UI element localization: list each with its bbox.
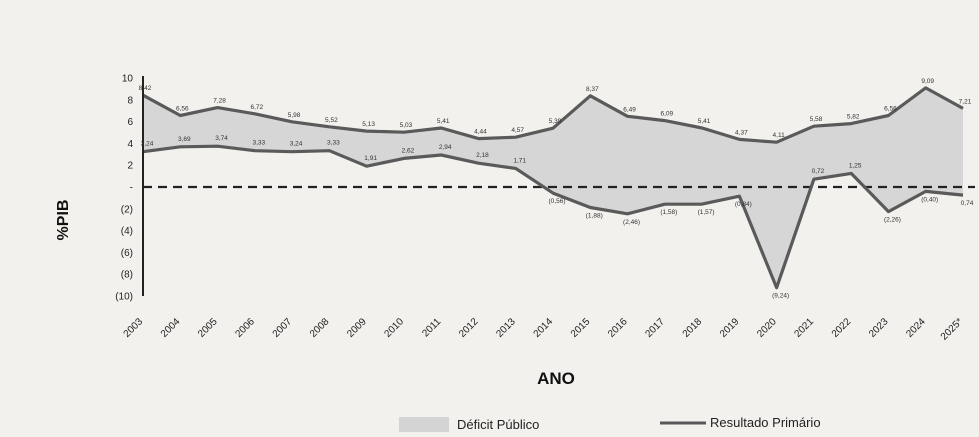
y-tick-label: - xyxy=(130,183,133,194)
x-tick-label: 2013 xyxy=(494,316,518,340)
upper-data-label: 6,56 xyxy=(176,105,189,112)
lower-data-label: (2,26) xyxy=(884,217,901,224)
lower-data-label: 2,94 xyxy=(439,144,452,151)
lower-data-label: (0,56) xyxy=(549,198,566,205)
x-tick-label: 2024 xyxy=(904,316,928,340)
x-tick-label: 2015 xyxy=(569,316,593,340)
upper-data-label: 4,57 xyxy=(511,127,524,134)
upper-data-label: 5,41 xyxy=(698,118,711,125)
x-tick-label: 2003 xyxy=(122,316,146,340)
upper-data-label: 5,13 xyxy=(362,121,375,128)
upper-data-label: 4,37 xyxy=(735,129,748,136)
lower-data-label: (1,88) xyxy=(586,212,603,219)
y-tick-label: 8 xyxy=(127,95,133,106)
x-tick-label: 2011 xyxy=(420,316,443,339)
lower-data-label: (1,57) xyxy=(698,209,715,216)
x-tick-label: 2021 xyxy=(793,316,817,340)
y-tick-label: 4 xyxy=(127,139,133,150)
lower-data-label: 3,24 xyxy=(141,141,154,148)
x-tick-label: 2004 xyxy=(159,316,183,340)
x-tick-label: 2005 xyxy=(196,316,220,340)
lower-data-label: 3,69 xyxy=(178,136,191,143)
y-tick-label: (4) xyxy=(121,226,133,237)
x-tick-label: 2018 xyxy=(681,316,705,340)
x-tick-label: 2025* xyxy=(939,316,965,342)
x-tick-label: 2023 xyxy=(867,316,891,340)
y-axis-title: %PIB xyxy=(55,200,72,241)
data-label-layer: 8,42 6,56 7,28 6,72 5,98 5,52 5,13 5,03 5,41 4,44… xyxy=(139,78,974,300)
x-tick-label: 2012 xyxy=(457,316,481,340)
upper-data-label: 5,52 xyxy=(325,117,338,124)
lower-data-label: (2,46) xyxy=(623,219,640,226)
upper-data-label: 5,98 xyxy=(288,112,301,119)
resultado-primario-line xyxy=(142,144,964,290)
y-tick-label: 10 xyxy=(122,74,134,85)
upper-data-label: 6,49 xyxy=(623,106,636,113)
lower-data-label: 0,74 xyxy=(961,200,974,207)
x-tick-label: 2006 xyxy=(233,316,257,340)
upper-data-label: 7,28 xyxy=(213,98,226,105)
y-tick-label: (2) xyxy=(121,204,133,215)
upper-data-label: 5,41 xyxy=(437,118,450,125)
lower-data-label: 3,74 xyxy=(215,135,228,142)
x-axis-title: ANO xyxy=(537,369,575,388)
upper-line xyxy=(142,86,964,144)
lower-data-label: 1,91 xyxy=(364,155,377,162)
upper-data-label: 8,37 xyxy=(586,86,599,93)
upper-data-label: 7,21 xyxy=(959,98,972,105)
lower-data-label: 3,24 xyxy=(290,141,303,148)
upper-data-label: 6,09 xyxy=(660,111,673,118)
lower-data-label: 3,33 xyxy=(327,140,340,147)
line-layer xyxy=(142,86,964,290)
upper-data-label: 8,42 xyxy=(139,85,152,92)
x-tick-label: 2007 xyxy=(271,316,295,340)
x-tick-label: 2016 xyxy=(606,316,630,340)
upper-data-label: 9,09 xyxy=(921,78,934,85)
lower-data-label: 2,62 xyxy=(402,147,415,154)
upper-data-label: 6,72 xyxy=(250,104,263,111)
x-tick-label: 2022 xyxy=(830,316,854,340)
y-tick-label: (10) xyxy=(115,292,133,303)
lower-data-label: (9,24) xyxy=(772,293,789,300)
x-tick-label: 2009 xyxy=(345,316,369,340)
x-tick-label: 2008 xyxy=(308,316,332,340)
lower-data-label: 3,33 xyxy=(252,140,265,147)
upper-data-label: 4,11 xyxy=(773,132,786,139)
legend-swatch-area xyxy=(399,417,449,432)
lower-data-label: 0,72 xyxy=(812,168,825,175)
y-tick-label: (6) xyxy=(121,248,133,259)
x-tick-label: 2019 xyxy=(718,316,742,340)
lower-data-label: 1,71 xyxy=(513,157,526,164)
x-tick-label: 2010 xyxy=(383,316,407,340)
lower-data-label: 2,18 xyxy=(476,152,489,159)
lower-data-label: (1,58) xyxy=(660,209,677,216)
y-tick-label: 6 xyxy=(127,117,133,128)
upper-data-label: 5,82 xyxy=(847,114,860,121)
upper-data-label: 6,56 xyxy=(884,105,897,112)
y-tick-label: 2 xyxy=(127,161,133,172)
x-tick-label: 2017 xyxy=(643,316,667,340)
legend: Déficit Público Resultado Primário xyxy=(399,415,821,432)
upper-data-label: 5,39 xyxy=(549,118,562,125)
upper-data-label: 5,03 xyxy=(400,122,413,129)
legend-label-area: Déficit Público xyxy=(457,417,539,432)
x-tick-label: 2020 xyxy=(755,316,779,340)
y-tick-label: (8) xyxy=(121,270,133,281)
lower-data-label: (0,84) xyxy=(735,201,752,208)
lower-data-label: 1,25 xyxy=(849,162,862,169)
upper-data-label: 4,44 xyxy=(474,129,487,136)
legend-label-line: Resultado Primário xyxy=(710,415,821,430)
upper-data-label: 5,58 xyxy=(810,116,823,123)
lower-data-label: (0,40) xyxy=(921,196,938,203)
x-tick-label: 2014 xyxy=(532,316,556,340)
